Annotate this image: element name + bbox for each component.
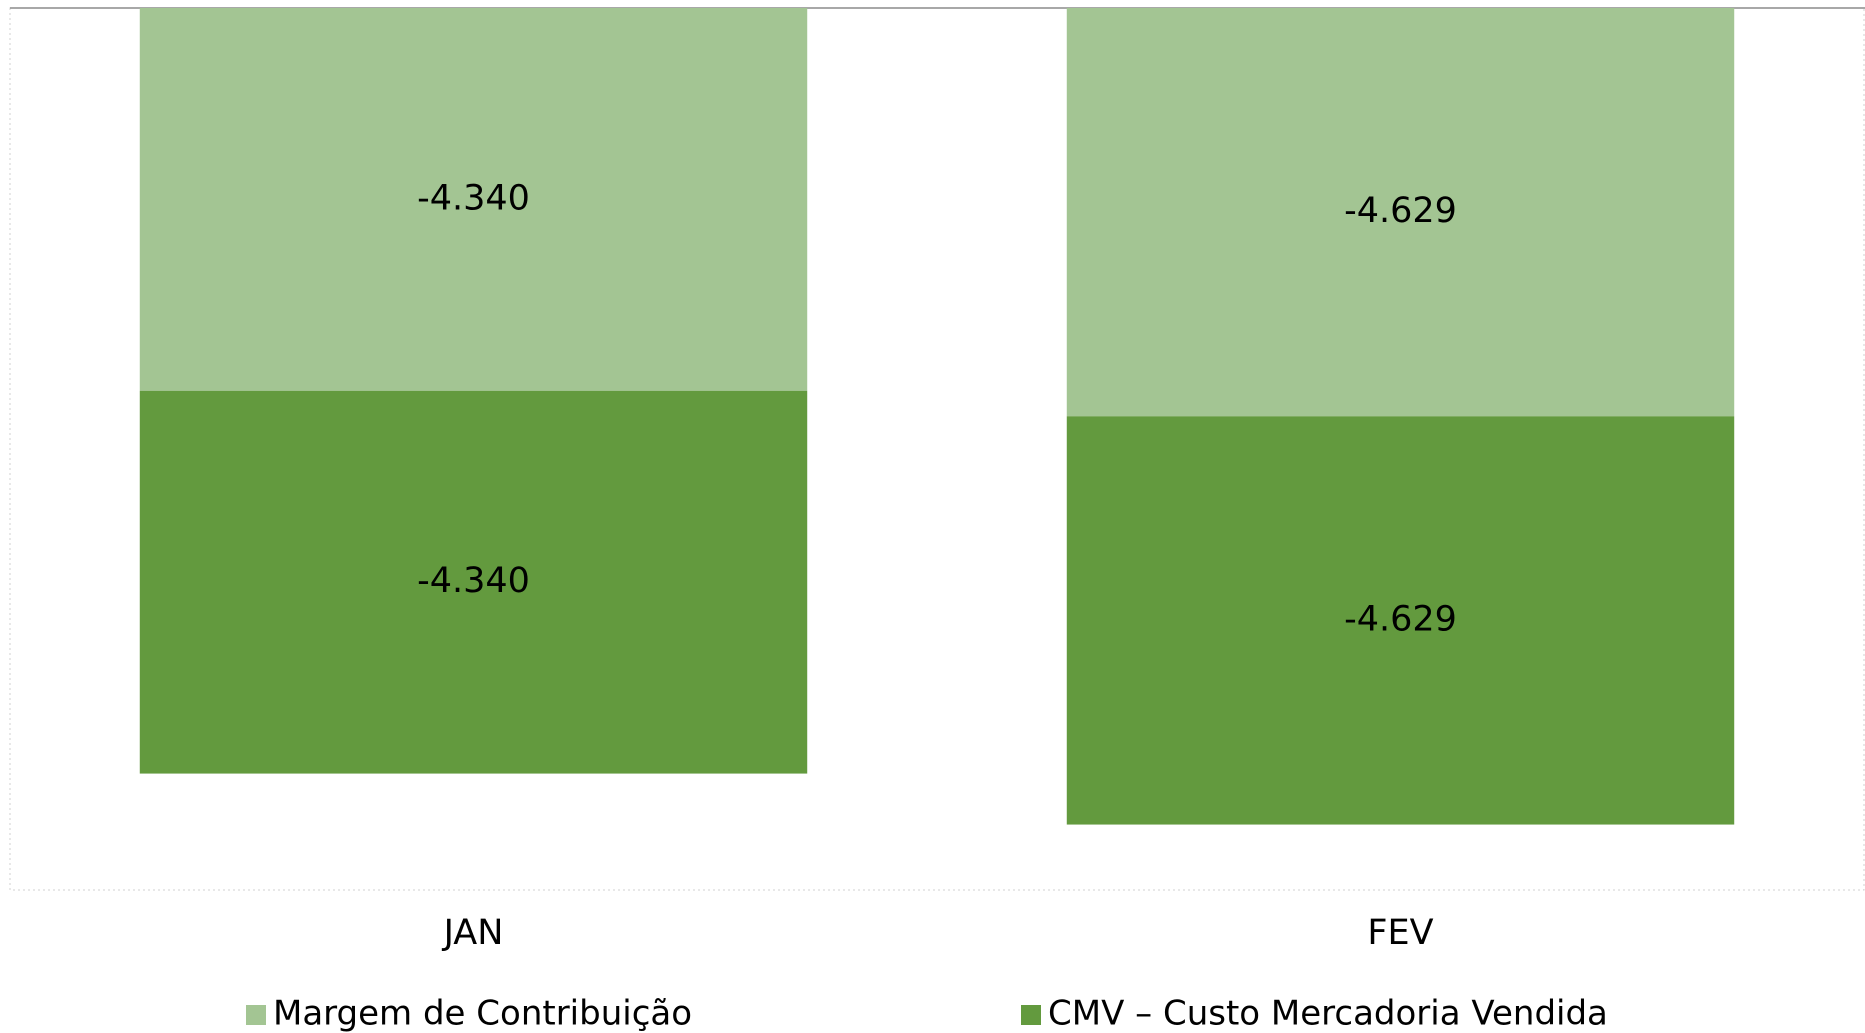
data-label: -4.629 — [1344, 599, 1457, 639]
bar-segment — [1066, 416, 1735, 825]
data-label: -4.340 — [417, 178, 530, 218]
x-tick-label: FEV — [1367, 913, 1433, 953]
bar-segment — [1066, 8, 1735, 417]
data-label: -4.629 — [1344, 191, 1457, 231]
legend-swatch — [1021, 1005, 1041, 1025]
x-tick-label: JAN — [442, 913, 504, 953]
bar-segment — [139, 8, 808, 391]
legend-swatch — [246, 1005, 266, 1025]
bar-segment — [139, 390, 808, 774]
data-label: -4.340 — [417, 561, 530, 601]
legend-label: Margem de Contribuição — [273, 994, 692, 1033]
legend-label: CMV – Custo Mercadoria Vendida — [1048, 994, 1608, 1033]
